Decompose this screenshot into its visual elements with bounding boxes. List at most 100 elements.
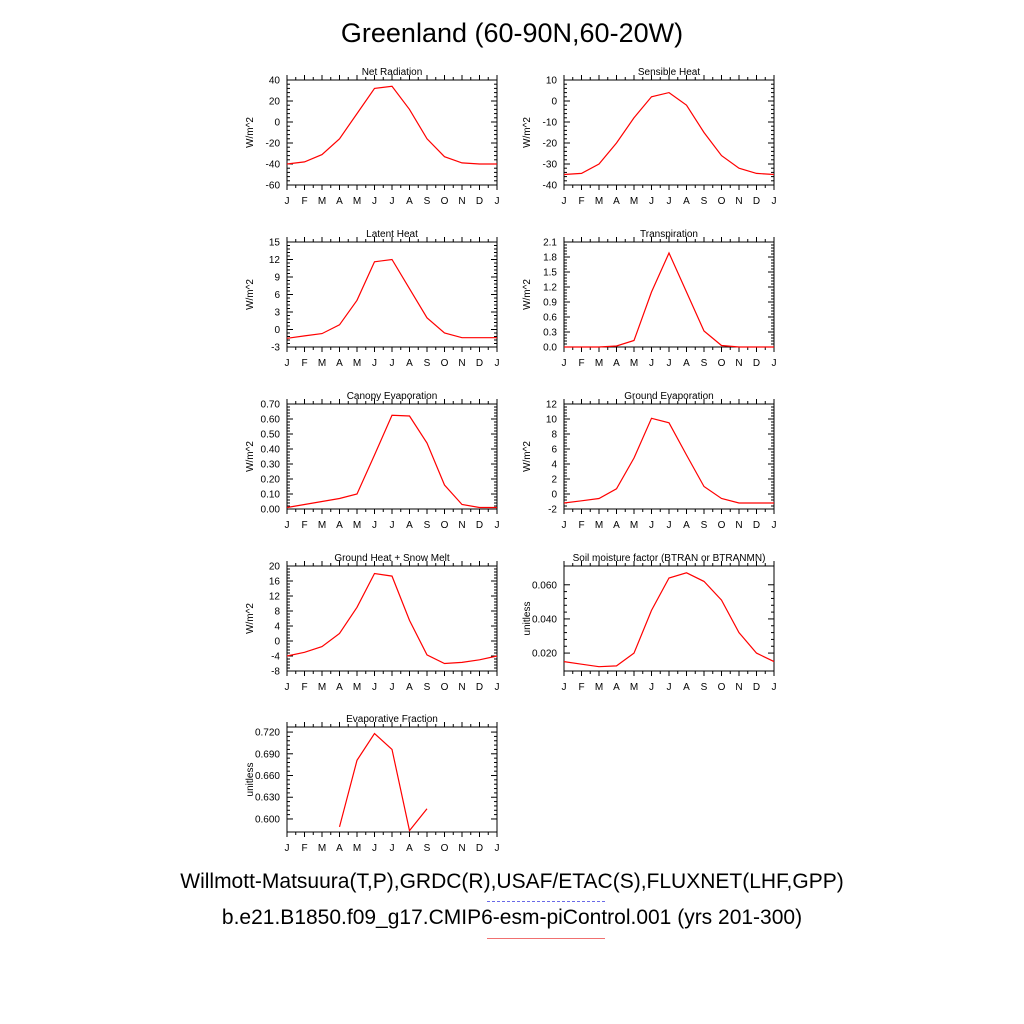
y-tick-label: 0.00 [261,505,281,516]
y-axis-label: W/m^2 [245,117,256,148]
x-tick-label: J [285,196,290,207]
y-tick-label: 4 [274,622,280,633]
x-tick-label: J [495,358,500,369]
x-tick-label: S [701,682,708,693]
x-tick-label: M [630,196,638,207]
y-tick-label: 0.40 [261,445,281,456]
chart-title: Evaporative Fraction [346,714,438,725]
x-tick-label: M [595,682,603,693]
x-tick-label: J [390,358,395,369]
x-tick-label: N [458,682,465,693]
x-tick-label: M [353,196,361,207]
y-axis-label: unitless [522,602,533,636]
y-tick-label: 6 [551,445,557,456]
x-tick-label: J [285,358,290,369]
y-tick-label: 1.8 [543,253,557,264]
y-tick-label: 8 [551,430,557,441]
x-tick-label: J [649,520,654,531]
y-tick-label: 0.040 [532,614,557,625]
x-tick-label: N [735,682,742,693]
x-tick-label: S [424,520,431,531]
y-tick-label: 0.600 [255,814,280,825]
y-tick-label: 4 [551,460,557,471]
x-tick-label: O [441,682,449,693]
x-tick-label: N [458,520,465,531]
x-tick-label: N [458,843,465,854]
plot-frame [286,79,498,186]
x-tick-label: A [613,682,620,693]
x-tick-label: A [683,358,690,369]
x-tick-label: J [562,520,567,531]
observations-legend-line [487,901,605,902]
series-line [286,85,497,165]
x-tick-label: J [372,843,377,854]
x-tick-label: S [701,358,708,369]
x-tick-label: O [718,682,726,693]
series-line [338,732,428,832]
chart-title: Ground Evaporation [624,391,714,402]
x-tick-label: S [424,196,431,207]
y-tick-label: 0 [551,97,557,108]
x-tick-label: M [353,843,361,854]
x-tick-label: J [772,358,777,369]
y-tick-label: 0.20 [261,475,281,486]
x-tick-label: A [406,843,413,854]
x-tick-label: O [441,520,449,531]
y-tick-label: 12 [269,255,281,266]
x-tick-label: A [406,196,413,207]
y-tick-label: 1.2 [543,283,557,294]
x-tick-label: D [753,196,760,207]
y-tick-label: -40 [543,181,558,192]
x-tick-label: M [630,358,638,369]
x-tick-label: M [595,196,603,207]
plot-frame [563,241,775,348]
x-tick-label: J [372,358,377,369]
x-tick-label: M [318,358,326,369]
x-tick-label: S [424,682,431,693]
x-tick-label: J [667,358,672,369]
chart-title: Net Radiation [362,67,423,78]
x-tick-label: A [613,196,620,207]
y-tick-label: -30 [543,160,558,171]
chart-9: Evaporative Fraction unitless 0.600 0.630 0.… [245,714,500,854]
y-tick-label: 2.1 [543,238,557,249]
x-tick-label: M [595,520,603,531]
x-tick-label: N [735,520,742,531]
x-tick-label: S [424,843,431,854]
y-tick-label: 0.60 [261,415,281,426]
y-tick-label: 0 [274,325,280,336]
x-tick-label: J [495,682,500,693]
x-tick-label: M [353,358,361,369]
x-tick-label: J [390,843,395,854]
x-tick-label: J [372,520,377,531]
x-tick-label: D [476,358,483,369]
x-tick-label: F [301,520,307,531]
series-line [563,572,775,668]
x-tick-label: O [441,358,449,369]
y-tick-label: 9 [274,273,280,284]
x-tick-label: J [667,682,672,693]
y-tick-label: 0.6 [543,313,557,324]
y-tick-label: 0 [274,637,280,648]
x-tick-label: F [578,196,584,207]
y-tick-label: 0.9 [543,298,557,309]
series-line [286,258,497,339]
y-axis-label: W/m^2 [522,279,533,310]
x-tick-label: J [772,196,777,207]
y-tick-label: 0.660 [255,771,280,782]
chart-title: Soil moisture factor (BTRAN or BTRANMN) [573,553,766,564]
y-axis-label: W/m^2 [245,279,256,310]
x-tick-label: A [336,196,343,207]
page-title: Greenland (60-90N,60-20W) [340,18,684,48]
y-tick-label: 10 [546,76,558,87]
x-tick-label: A [406,358,413,369]
chart-title: Transpiration [640,229,698,240]
x-tick-label: J [495,843,500,854]
x-tick-label: J [667,196,672,207]
x-tick-label: F [301,682,307,693]
x-tick-label: A [613,520,620,531]
y-tick-label: 8 [274,607,280,618]
y-tick-label: 10 [546,415,558,426]
x-tick-label: J [667,520,672,531]
